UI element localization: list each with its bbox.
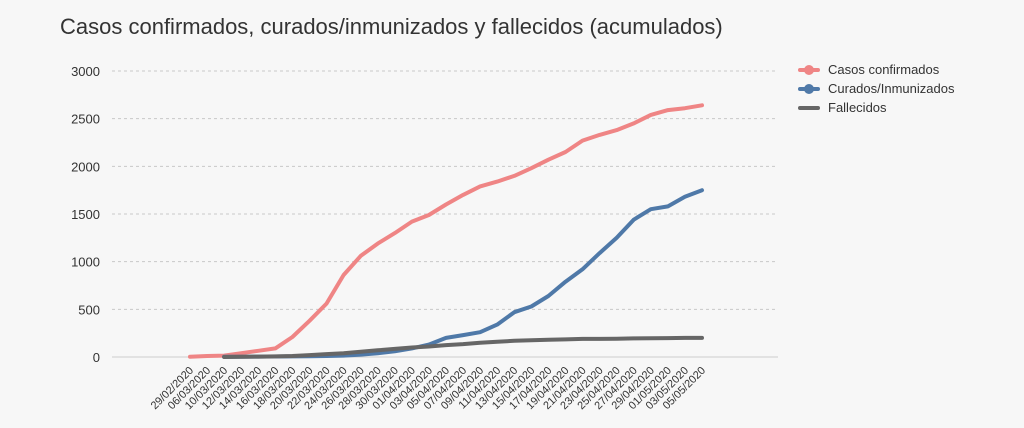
y-tick-label: 2000	[71, 159, 100, 174]
grid	[112, 70, 778, 310]
series-line-fallecidos	[222, 335, 704, 359]
y-tick-label: 1000	[71, 255, 100, 270]
series-lines	[188, 103, 704, 359]
legend-marker-icon	[804, 84, 814, 94]
legend[interactable]: Casos confirmados Curados/Inmunizados Fall…	[798, 62, 955, 115]
y-tick-label: 500	[78, 302, 100, 317]
y-tick-label: 3000	[71, 64, 100, 79]
y-tick-label: 1500	[71, 207, 100, 222]
y-axis-ticks: 0 500 1000 1500 2000 2500 3000	[71, 64, 100, 365]
legend-label: Casos confirmados	[828, 62, 940, 77]
legend-item-casos-confirmados[interactable]: Casos confirmados	[798, 62, 940, 77]
legend-item-fallecidos[interactable]: Fallecidos	[798, 100, 887, 115]
y-tick-label: 2500	[71, 112, 100, 127]
chart-title: Casos confirmados, curados/inmunizados y…	[60, 14, 723, 39]
legend-item-curados-inmunizados[interactable]: Curados/Inmunizados	[798, 81, 955, 96]
y-tick-label: 0	[93, 350, 100, 365]
x-axis-ticks: 29/02/202006/03/202010/03/202012/03/2020…	[149, 365, 708, 412]
legend-label: Fallecidos	[828, 100, 887, 115]
series-line-casos-confirmados	[188, 103, 704, 359]
legend-marker-icon	[804, 65, 814, 75]
legend-label: Curados/Inmunizados	[828, 81, 955, 96]
